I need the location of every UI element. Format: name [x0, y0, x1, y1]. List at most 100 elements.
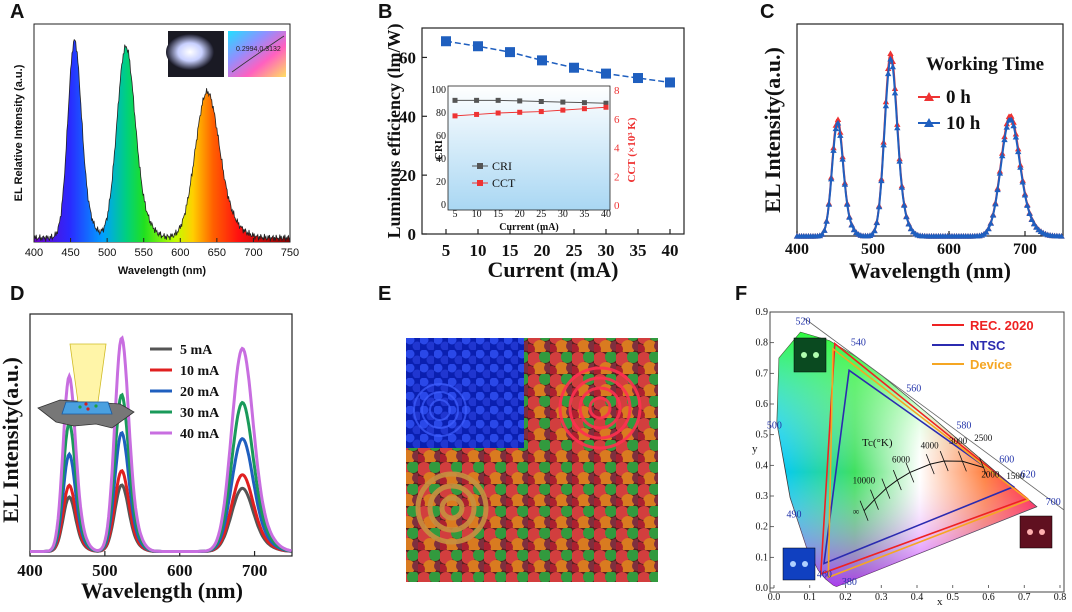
panel-c-data-marker [907, 225, 915, 232]
panel-f-xlabel: x [937, 596, 943, 608]
panel-c-data-marker [887, 50, 894, 56]
panel-f-isotherm [859, 500, 869, 521]
panel-c-data-marker [880, 141, 887, 148]
panel-f-ytick-label: 0.3 [756, 491, 769, 502]
panel-f-legend-ntsc: NTSC [970, 338, 1006, 353]
panel-c-data-marker [878, 177, 885, 184]
panel-f-axis-ticks: 0.0 0.1 0.2 0.3 0.4 0.5 0.6 0.7 0.8 0.0 0.1 0.2 0.3 0… [756, 307, 1067, 603]
panel-b-legend-cri: CRI [492, 159, 512, 173]
panel-f-ytick-label: 0.9 [756, 307, 769, 318]
panel-c-data-marker [1010, 122, 1017, 129]
panel-e-red-spiral [558, 366, 642, 450]
panel-a-spectrum-fill [34, 39, 290, 243]
panel-b-data-point [473, 41, 483, 52]
panel-b-inset-points [452, 97, 609, 119]
panel-c-ylabel: EL Intensity(a.u.) [760, 47, 785, 213]
panel-c-data-marker [825, 201, 833, 207]
panel-c-data-marker [896, 158, 903, 164]
panel-b-legend-cri-marker [477, 163, 483, 169]
panel-b-inset-ylabel-right: CCT (×10³ K) [626, 117, 638, 182]
panel-f-ytick-label: 0.6 [756, 399, 769, 410]
panel-e-gold-spiral [415, 471, 489, 545]
panel-c-data-marker [985, 225, 992, 232]
panel-a-chart: 0.2994,0.3132 400 450 500 550 600 650 700 750 W… [13, 23, 299, 277]
panel-b-xtick-label: 10 [470, 241, 487, 260]
panel-b-inset-ytick-left: 100 [431, 85, 446, 96]
panel-f-ytick-label: 0.8 [756, 338, 769, 349]
panel-b-data-point [505, 47, 515, 58]
panel-b-data-point [441, 36, 451, 47]
panel-b-inset-cct-point [474, 111, 480, 117]
panel-e-photo [406, 338, 658, 582]
panel-b-efficiency-line [445, 40, 671, 84]
panel-a-spectrum-line [33, 39, 291, 242]
panel-a-xtick-label: 500 [98, 247, 116, 259]
panel-b-inset-ytick-left: 80 [436, 108, 446, 119]
panel-b-inset-xtick-label: 20 [515, 209, 525, 220]
panel-b-inset-cri-point [538, 99, 544, 104]
panel-f-ntsc-gamut [823, 368, 1016, 565]
panel-f-green-dot [801, 352, 807, 358]
panel-b-inset-cri-point [517, 98, 523, 104]
panel-f-wavelength-label: 490 [787, 509, 802, 520]
panel-f-tc-label: Tc(°K) [862, 437, 893, 449]
panel-c-data-marker [887, 55, 894, 62]
panel-b-data-point [569, 62, 579, 73]
panel-b-inset-xtick-label: 25 [536, 209, 546, 220]
panel-c-xtick-label: 500 [861, 241, 885, 258]
panel-f-locus-shading [776, 332, 1037, 587]
panel-f-xtick-label: 0.1 [804, 592, 817, 603]
panel-f-xtick-label: 0.6 [982, 592, 995, 603]
panel-a-xtick-label: 650 [208, 247, 226, 259]
panel-f-planck-labels: 10000 6000 4000 3000 2500 2000 1500 ∞ [853, 433, 1025, 517]
panel-b-inset-cri-line [455, 99, 607, 104]
panel-b-inset-xtick-label: 40 [601, 209, 611, 220]
panel-c-data-marker [898, 184, 906, 190]
panel-d-legend-label: 30 mA [180, 406, 220, 421]
panel-f-ytick-label: 0.0 [756, 583, 769, 594]
panel-f-ytick-label: 0.2 [756, 522, 769, 533]
panel-f-xtick-label: 0.2 [839, 592, 852, 603]
panel-b-xtick-label: 35 [630, 241, 647, 260]
panel-b-inset-ytick-right: 4 [614, 143, 620, 155]
panel-b-xtick-label: 5 [442, 241, 451, 260]
panel-a-cie-locus [231, 35, 285, 73]
panel-b-inset-cct-point [452, 113, 458, 119]
panel-f-red-dot [1027, 529, 1033, 535]
panel-b-inset-cct-point [581, 106, 587, 112]
panel-f-device-gamut [827, 347, 1031, 579]
panel-c-data-marker [885, 70, 892, 77]
panel-b-legend-cct: CCT [492, 176, 516, 190]
panel-c-data-marker [1021, 191, 1029, 198]
panel-f-wavelength-label: 540 [851, 338, 866, 349]
panel-f-wavelength-label: 500 [767, 421, 782, 432]
panel-d-legend-label: 10 mA [180, 364, 220, 379]
panel-c-data-marker [1003, 124, 1010, 130]
panel-b-xtick-label: 15 [502, 241, 519, 260]
panel-f-wavelength-label: 700 [1046, 497, 1061, 508]
panel-a-led-glow [166, 34, 214, 70]
panel-c-data-marker [996, 170, 1004, 176]
panel-c-data-marker [1008, 116, 1015, 123]
panel-f-xtick-label: 0.7 [1018, 592, 1031, 603]
panel-c-data-marker [834, 119, 842, 126]
panel-f-wavelength-label: 380 [842, 577, 857, 588]
panel-c-data-marker [830, 147, 837, 153]
panel-c-legend-10h-marker [924, 118, 934, 127]
panel-b-inset-xlabel: Current (mA) [499, 222, 559, 233]
panel-c-data-marker [994, 186, 1001, 193]
panel-label-c: C [760, 1, 774, 23]
panel-f-wavelength-label: 620 [1021, 470, 1036, 481]
panel-b-inset-ytick-right: 6 [614, 114, 620, 126]
panel-b-inset-ytick-right: 8 [614, 85, 620, 97]
panel-label-b: B [378, 1, 392, 23]
panel-f-isotherm [905, 462, 915, 483]
panel-c-data-marker [873, 219, 880, 226]
panel-b-data-point [537, 55, 547, 66]
panel-c-data-marker [869, 231, 876, 237]
panel-e-blue-spiral [413, 383, 467, 437]
panel-b-ytick-label: 20 [399, 166, 416, 185]
panel-c-xtick-label: 400 [785, 241, 809, 258]
panel-b-inset-ytick-right: 2 [614, 171, 620, 183]
panel-a-xtick-label: 600 [171, 247, 189, 259]
